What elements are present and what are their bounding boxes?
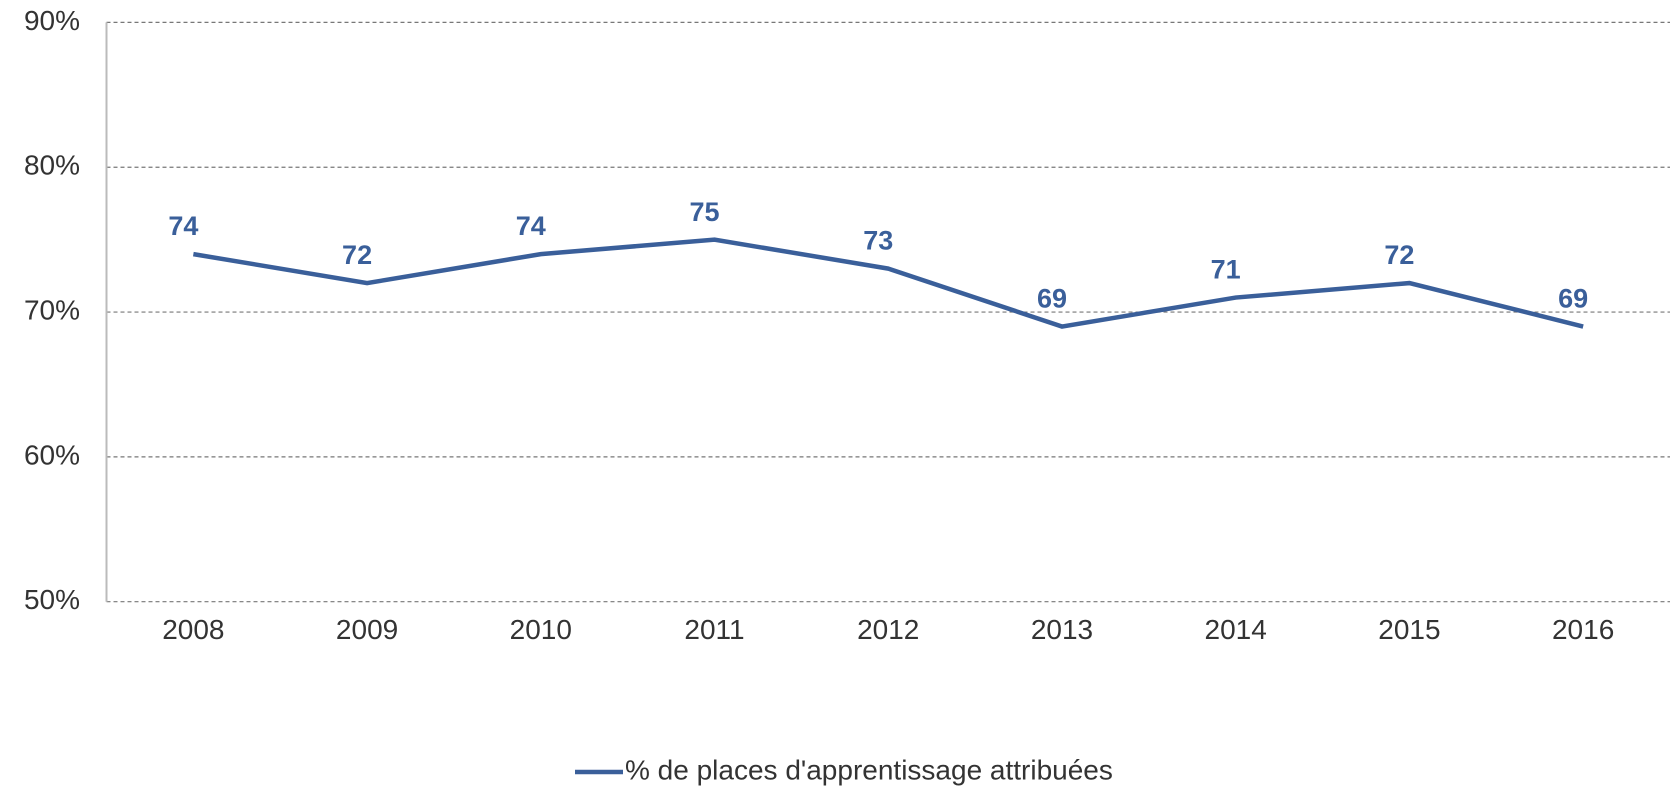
data-label: 73 xyxy=(863,226,893,256)
x-tick-label: 2011 xyxy=(684,614,744,645)
data-label: 69 xyxy=(1558,284,1588,314)
x-tick-label: 2015 xyxy=(1378,614,1440,645)
data-label: 74 xyxy=(168,211,198,241)
data-label: 75 xyxy=(690,197,720,227)
y-tick-label: 70% xyxy=(24,294,80,325)
data-label: 72 xyxy=(342,240,372,270)
x-tick-label: 2010 xyxy=(510,614,572,645)
line xyxy=(192,237,1584,329)
x-tick-label: 2013 xyxy=(1031,614,1093,645)
y-tick-label: 90% xyxy=(24,5,80,36)
y-tick-label: 60% xyxy=(24,439,80,470)
y-tick-label: 80% xyxy=(24,150,80,181)
legend-label: % de places d'apprentissage attribuées xyxy=(625,754,1113,785)
data-label: 74 xyxy=(516,211,546,241)
x-tick-label: 2016 xyxy=(1552,614,1614,645)
data-label: 69 xyxy=(1037,284,1067,314)
data-label: 71 xyxy=(1211,255,1241,285)
x-tick-label: 2014 xyxy=(1205,614,1267,645)
data-label: 72 xyxy=(1384,240,1414,270)
x-tick-label: 2009 xyxy=(336,614,398,645)
x-tick-label: 2012 xyxy=(857,614,919,645)
y-tick-label: 50% xyxy=(24,584,80,615)
x-tick-label: 2008 xyxy=(162,614,224,645)
